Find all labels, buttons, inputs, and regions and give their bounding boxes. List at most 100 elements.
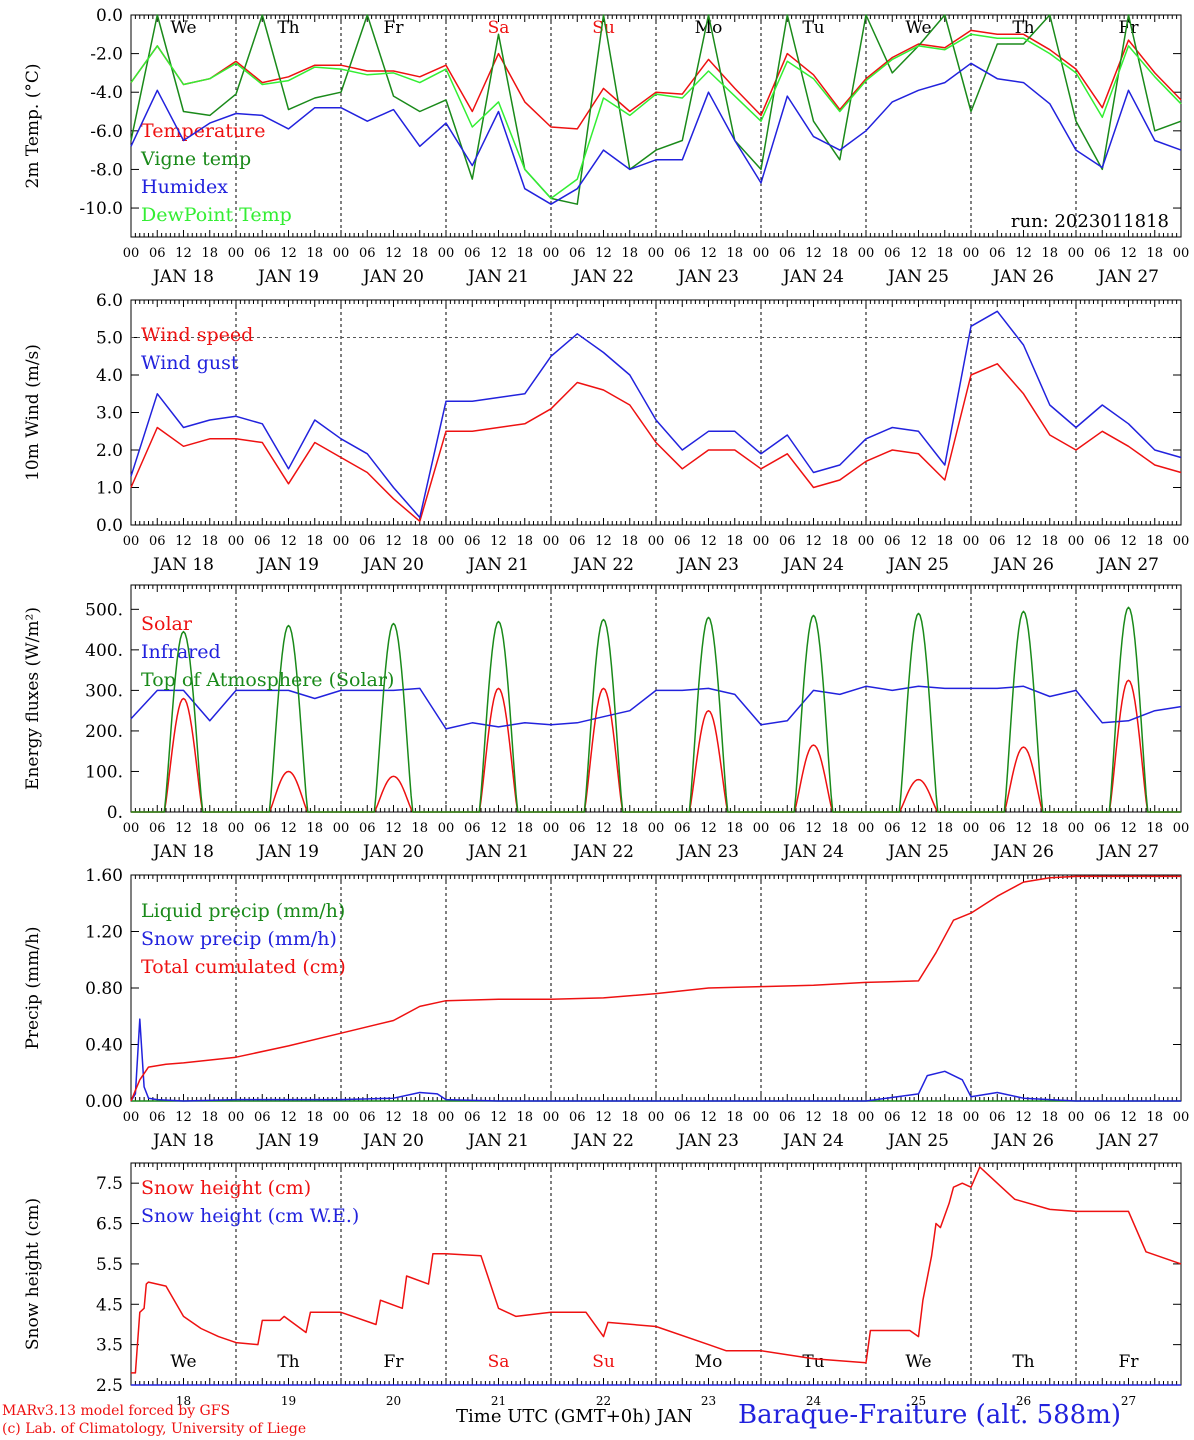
legend-entry: Top of Atmosphere (Solar)	[141, 669, 394, 691]
date-label: JAN 19	[256, 1131, 319, 1151]
y-tick-label: 3.0	[96, 404, 123, 424]
hour-tick-label: 12	[595, 1110, 612, 1125]
y-tick-label: 3.5	[96, 1336, 123, 1356]
hour-tick-label: 18	[1146, 534, 1163, 549]
y-tick-label: 300.	[85, 681, 123, 701]
day-number-label: 25	[911, 1394, 926, 1408]
y-tick-label: 0.	[107, 803, 123, 823]
weekday-label: Tu	[802, 18, 824, 38]
weekday-label: Su	[592, 18, 615, 38]
date-label: JAN 22	[571, 267, 634, 287]
hour-tick-label: 06	[779, 534, 796, 549]
hour-tick-label: 00	[543, 821, 560, 836]
hour-tick-label: 00	[963, 1110, 980, 1125]
hour-tick-label: 18	[1041, 1110, 1058, 1125]
legend-entry: Wind speed	[141, 324, 253, 346]
hour-tick-label: 12	[280, 534, 297, 549]
hour-tick-label: 18	[201, 821, 218, 836]
legend-entry: Humidex	[141, 176, 228, 198]
weekday-label: Tu	[802, 1352, 824, 1372]
hour-tick-label: 06	[1094, 534, 1111, 549]
hour-tick-label: 12	[910, 534, 927, 549]
hour-tick-label: 18	[516, 246, 533, 261]
date-label: JAN 18	[151, 555, 214, 575]
legend-entry: Wind gust	[141, 352, 239, 374]
hour-tick-label: 00	[438, 1110, 455, 1125]
weekday-label: Sa	[488, 1352, 510, 1372]
hour-tick-label: 00	[123, 246, 140, 261]
legend-entry: Infrared	[141, 641, 221, 663]
date-label: JAN 22	[571, 842, 634, 862]
hour-tick-label: 06	[569, 246, 586, 261]
day-number-label: 19	[281, 1394, 296, 1408]
series-line-2	[130, 1018, 1181, 1102]
plot-frame	[130, 299, 1182, 526]
credit-line-1: MARv3.13 model forced by GFS	[2, 1403, 231, 1419]
panel-1: 0.0 -2.0 -4.0 -6.0 -8.0 -10.0 2m Temp. (°C) We T…	[23, 6, 1189, 287]
hour-tick-label: 12	[490, 1110, 507, 1125]
panel-2: 0.0 1.0 2.0 3.0 4.0 5.0 6.0 10m Wind (m/s) 00 06 1…	[23, 291, 1189, 575]
hour-tick-label: 06	[569, 1110, 586, 1125]
hour-tick-label: 12	[280, 821, 297, 836]
day-number-label: 26	[1016, 1394, 1031, 1408]
date-label: JAN 27	[1096, 555, 1159, 575]
date-label: JAN 25	[886, 267, 949, 287]
hour-tick-label: 18	[201, 1110, 218, 1125]
hour-tick-label: 12	[700, 246, 717, 261]
y-tick-label: -4.0	[90, 83, 123, 103]
hour-tick-label: 00	[1068, 1110, 1085, 1125]
hour-tick-label: 06	[884, 1110, 901, 1125]
hour-tick-label: 18	[411, 246, 428, 261]
legend-entry: Snow precip (mm/h)	[141, 928, 337, 950]
hour-tick-label: 12	[805, 534, 822, 549]
hour-tick-label: 18	[831, 534, 848, 549]
hour-tick-label: 18	[306, 821, 323, 836]
hour-tick-label: 18	[1146, 821, 1163, 836]
y-tick-label: 0.40	[85, 1036, 123, 1056]
hour-tick-label: 06	[674, 534, 691, 549]
hour-tick-label: 00	[1173, 821, 1190, 836]
hour-tick-label: 12	[175, 1110, 192, 1125]
date-label: JAN 20	[361, 555, 424, 575]
date-label: JAN 23	[676, 1131, 739, 1151]
date-label: JAN 27	[1096, 842, 1159, 862]
hour-tick-label: 12	[1120, 821, 1137, 836]
hour-tick-label: 00	[753, 246, 770, 261]
hour-tick-label: 00	[333, 821, 350, 836]
weekday-label: Fr	[384, 1352, 405, 1372]
hour-tick-label: 00	[1173, 534, 1190, 549]
y-tick-label: 100.	[85, 762, 123, 782]
run-annotation: run: 2023011818	[1011, 211, 1169, 232]
hour-tick-label: 00	[333, 246, 350, 261]
hour-tick-label: 12	[1015, 534, 1032, 549]
hour-tick-label: 18	[936, 534, 953, 549]
y-tick-label: 4.0	[96, 366, 123, 386]
hour-tick-label: 18	[726, 821, 743, 836]
hour-tick-label: 00	[753, 534, 770, 549]
y-tick-label: 200.	[85, 722, 123, 742]
hour-tick-label: 00	[1068, 534, 1085, 549]
weekday-label: Th	[1012, 1352, 1034, 1372]
hour-tick-label: 00	[648, 534, 665, 549]
series-line-2	[130, 14, 1182, 205]
hour-tick-label: 18	[411, 534, 428, 549]
hour-tick-label: 00	[753, 821, 770, 836]
date-label: JAN 18	[151, 267, 214, 287]
hour-tick-label: 12	[280, 1110, 297, 1125]
weekday-label: Th	[1012, 18, 1034, 38]
hour-tick-label: 00	[648, 246, 665, 261]
hour-tick-label: 00	[858, 1110, 875, 1125]
y-tick-label: 5.0	[96, 329, 123, 349]
hour-tick-label: 00	[438, 534, 455, 549]
hour-tick-label: 12	[385, 1110, 402, 1125]
hour-tick-label: 06	[359, 246, 376, 261]
legend-entry: Total cumulated (cm)	[141, 956, 346, 978]
y-tick-label: 500.	[85, 600, 123, 620]
hour-tick-label: 12	[385, 821, 402, 836]
hour-tick-label: 18	[1041, 246, 1058, 261]
weekday-label: Fr	[384, 18, 405, 38]
date-label: JAN 23	[676, 842, 739, 862]
date-label: JAN 25	[886, 1131, 949, 1151]
hour-tick-label: 00	[543, 1110, 560, 1125]
hour-tick-label: 12	[700, 1110, 717, 1125]
